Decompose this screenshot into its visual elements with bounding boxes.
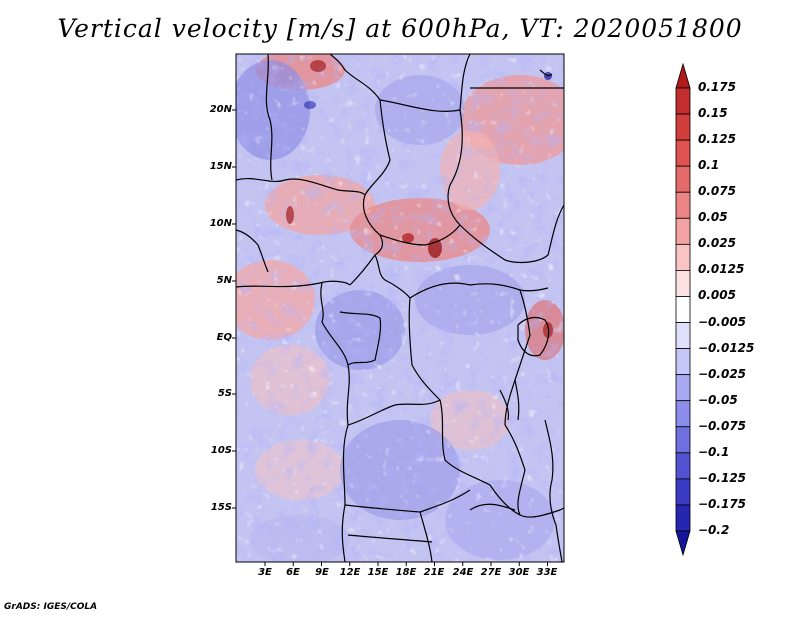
colorbar-swatch xyxy=(675,296,691,323)
colorbar-swatch xyxy=(675,322,691,349)
lon-label: 27E xyxy=(480,567,502,578)
colorbar-label: 0.15 xyxy=(698,106,728,121)
colorbar-label: −0.125 xyxy=(698,470,747,485)
country-borders xyxy=(236,54,564,562)
colorbar-label: −0.2 xyxy=(698,523,730,537)
colorbar-top-arrow xyxy=(675,62,691,89)
colorbar-swatch xyxy=(675,270,691,297)
colorbar-swatch xyxy=(675,504,691,532)
colorbar-label: 0.075 xyxy=(698,184,736,199)
lat-label: 15S xyxy=(210,502,232,513)
colorbar-swatch xyxy=(675,113,691,141)
colorbar-label: −0.05 xyxy=(698,392,738,407)
colorbar-swatch xyxy=(675,348,691,376)
colorbar-swatch xyxy=(675,452,691,480)
colorbar-swatch xyxy=(675,191,691,219)
colorbar-bottom-arrow xyxy=(675,530,691,557)
lon-label: 3E xyxy=(258,567,272,578)
colorbar-label: −0.175 xyxy=(698,496,747,511)
colorbar-label: 0.025 xyxy=(698,236,736,251)
lon-label: 12E xyxy=(339,567,361,578)
colorbar-label: −0.005 xyxy=(698,314,747,329)
lat-label: 10N xyxy=(209,218,232,229)
lon-label: 33E xyxy=(536,567,558,578)
lat-label: 5N xyxy=(216,275,232,286)
lat-label: EQ xyxy=(216,332,232,343)
lon-label: 21E xyxy=(423,567,445,578)
colorbar-label: 0.1 xyxy=(698,158,720,173)
colorbar-swatch xyxy=(675,400,691,428)
colorbar-swatch xyxy=(675,243,691,271)
lat-label: 20N xyxy=(209,104,232,115)
colorbar-swatch xyxy=(675,426,691,454)
lon-label: 24E xyxy=(452,567,474,578)
grads-credit: GrADS: IGES/COLA xyxy=(4,602,98,612)
lat-label: 15N xyxy=(209,161,232,172)
colorbar-label: 0.125 xyxy=(698,132,736,147)
colorbar-label: −0.075 xyxy=(698,418,747,433)
lon-label: 30E xyxy=(508,567,530,578)
colorbar-label: 0.005 xyxy=(698,288,736,303)
map-frame xyxy=(235,53,565,563)
lon-label: 9E xyxy=(315,567,329,578)
lat-label: 5S xyxy=(217,388,232,399)
colorbar-label: −0.1 xyxy=(698,444,730,459)
velocity-field xyxy=(236,54,564,562)
lon-label: 15E xyxy=(367,567,389,578)
colorbar-swatch xyxy=(675,139,691,167)
colorbar-label: 0.175 xyxy=(698,80,736,94)
colorbar xyxy=(675,62,691,557)
colorbar-swatch xyxy=(675,217,691,245)
colorbar-label: −0.025 xyxy=(698,366,747,381)
lon-label: 6E xyxy=(286,567,300,578)
colorbar-label: −0.0125 xyxy=(698,340,755,355)
map-title: Vertical velocity [m/s] at 600hPa, VT: 2… xyxy=(57,14,743,43)
lat-label: 10S xyxy=(210,445,232,456)
colorbar-label: 0.0125 xyxy=(698,262,745,277)
lon-label: 18E xyxy=(395,567,417,578)
colorbar-label: 0.05 xyxy=(698,210,728,225)
colorbar-swatch xyxy=(675,165,691,193)
colorbar-swatch xyxy=(675,478,691,506)
colorbar-swatch xyxy=(675,87,691,115)
colorbar-swatch xyxy=(675,374,691,402)
